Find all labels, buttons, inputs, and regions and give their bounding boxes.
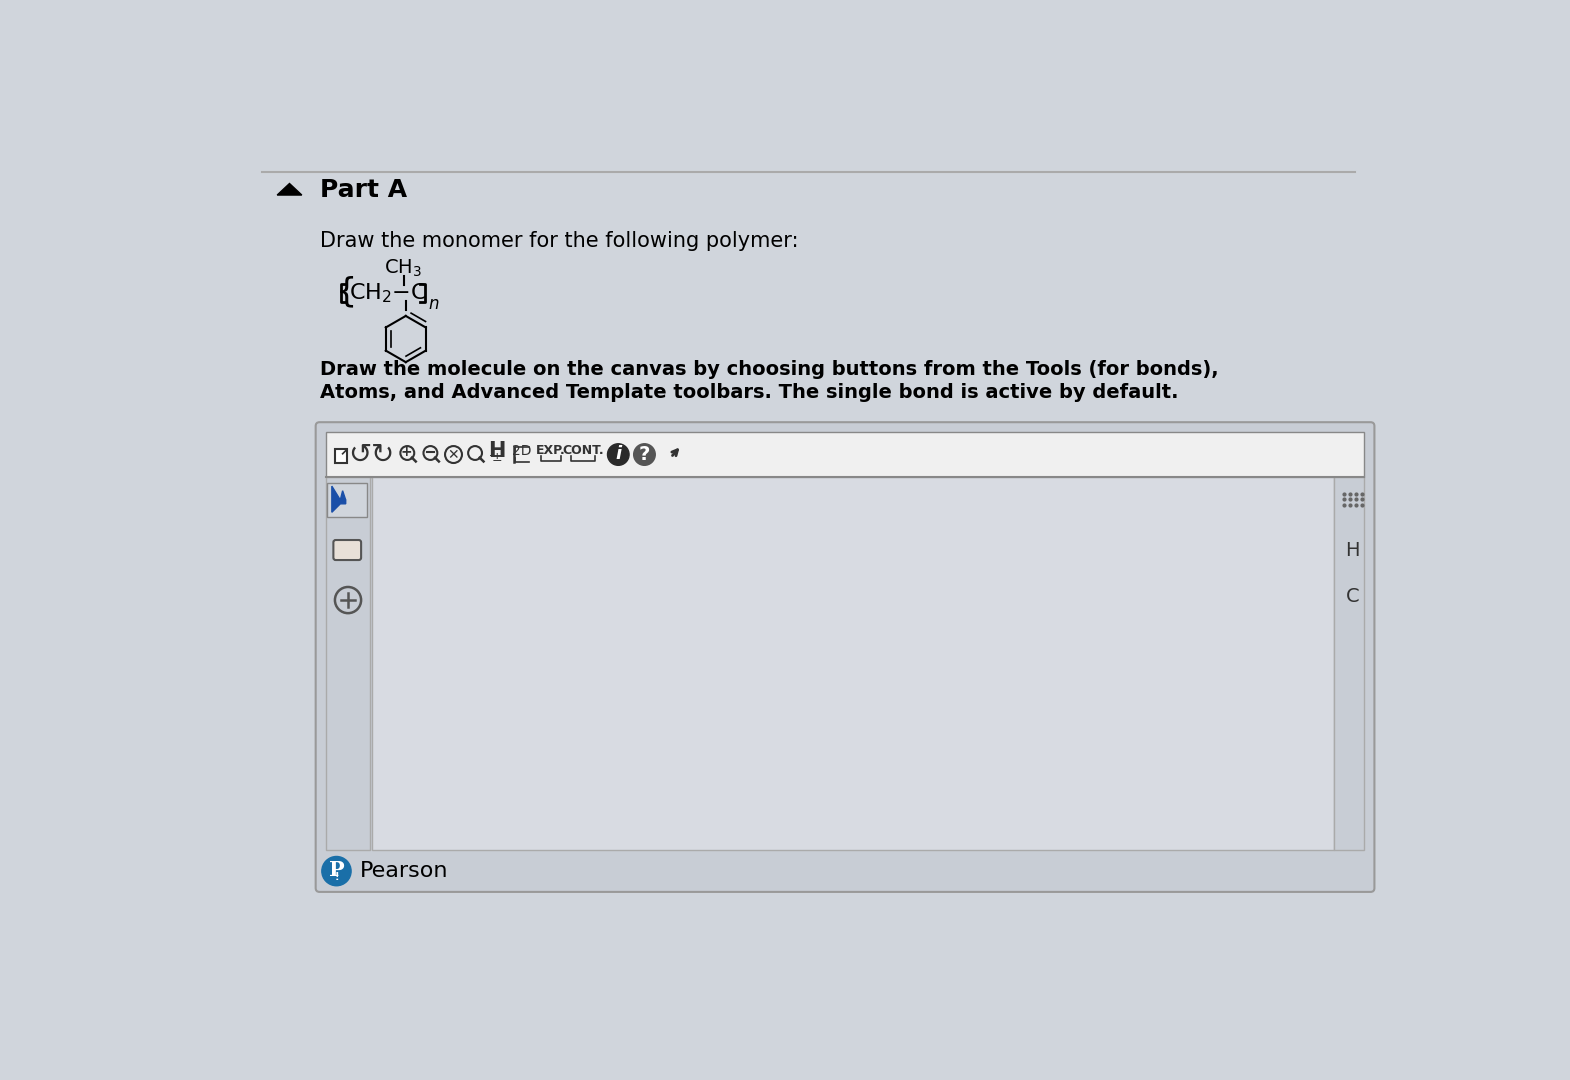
Text: ±: ± bbox=[491, 451, 502, 464]
Text: n: n bbox=[429, 295, 440, 312]
Bar bbox=[334, 449, 347, 463]
Text: Atoms, and Advanced Template toolbars. The single bond is active by default.: Atoms, and Advanced Template toolbars. T… bbox=[320, 383, 1178, 403]
Text: +: + bbox=[400, 445, 413, 459]
Bar bbox=[372, 477, 1333, 850]
Text: Draw the monomer for the following polymer:: Draw the monomer for the following polym… bbox=[320, 231, 798, 252]
Text: H: H bbox=[488, 442, 506, 461]
FancyBboxPatch shape bbox=[316, 422, 1374, 892]
Polygon shape bbox=[331, 486, 345, 512]
Bar bbox=[325, 432, 1364, 477]
Text: !: ! bbox=[334, 872, 339, 881]
Bar bbox=[1333, 477, 1364, 850]
Circle shape bbox=[608, 444, 630, 465]
Text: ✕: ✕ bbox=[447, 447, 460, 461]
Text: ?: ? bbox=[639, 445, 650, 464]
Text: 2D: 2D bbox=[512, 445, 531, 458]
Bar bbox=[327, 483, 367, 517]
Bar bbox=[325, 477, 371, 850]
Text: Pearson: Pearson bbox=[360, 861, 447, 881]
Text: EXP.: EXP. bbox=[535, 444, 565, 457]
Text: ↻: ↻ bbox=[371, 441, 394, 469]
Text: P: P bbox=[328, 860, 344, 879]
FancyBboxPatch shape bbox=[333, 540, 361, 561]
Text: i: i bbox=[615, 445, 622, 462]
Text: ↺: ↺ bbox=[349, 441, 371, 469]
Polygon shape bbox=[278, 184, 301, 195]
Text: CONT.: CONT. bbox=[562, 444, 604, 457]
Circle shape bbox=[322, 856, 352, 886]
Text: C: C bbox=[1345, 586, 1360, 606]
Circle shape bbox=[634, 444, 655, 465]
Text: CH$_2$−C: CH$_2$−C bbox=[349, 281, 427, 305]
Text: H: H bbox=[1345, 540, 1360, 559]
Text: Part A: Part A bbox=[320, 178, 407, 202]
Text: Draw the molecule on the canvas by choosing buttons from the Tools (for bonds),: Draw the molecule on the canvas by choos… bbox=[320, 361, 1218, 379]
Text: $\mathsf{\{}$: $\mathsf{\{}$ bbox=[334, 275, 353, 310]
Text: CH$_3$: CH$_3$ bbox=[383, 257, 422, 279]
Polygon shape bbox=[341, 490, 345, 500]
